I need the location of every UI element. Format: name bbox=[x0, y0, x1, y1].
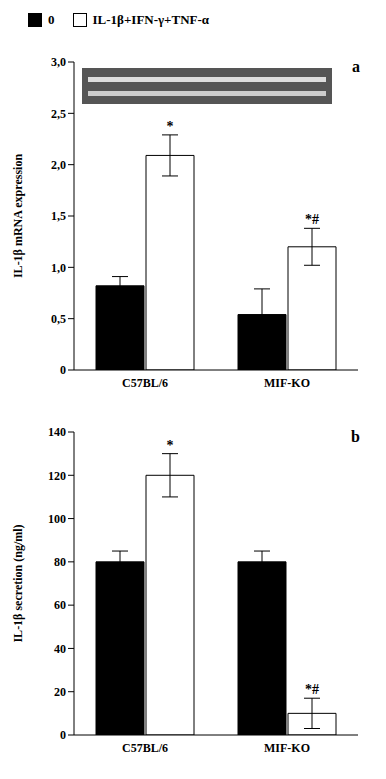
svg-text:120: 120 bbox=[48, 469, 66, 483]
svg-text:1,5: 1,5 bbox=[51, 209, 66, 223]
svg-text:0,5: 0,5 bbox=[51, 312, 66, 326]
html-text:a: a bbox=[352, 58, 360, 75]
svg-text:100: 100 bbox=[48, 512, 66, 526]
svg-text:40: 40 bbox=[54, 642, 66, 656]
svg-text:2,0: 2,0 bbox=[51, 158, 66, 172]
svg-text:IL-1β mRNA expression: IL-1β mRNA expression bbox=[11, 154, 25, 278]
svg-text:140: 140 bbox=[48, 425, 66, 439]
svg-text:3,0: 3,0 bbox=[51, 55, 66, 69]
svg-text:0: 0 bbox=[60, 728, 66, 742]
svg-text:*: * bbox=[167, 438, 174, 453]
svg-text:1,0: 1,0 bbox=[51, 261, 66, 275]
svg-text:C57BL/6: C57BL/6 bbox=[122, 741, 168, 755]
svg-text:*#: *# bbox=[305, 682, 319, 697]
svg-text:0: 0 bbox=[60, 363, 66, 377]
svg-text:20: 20 bbox=[54, 685, 66, 699]
svg-text:MIF-KO: MIF-KO bbox=[264, 376, 310, 390]
svg-text:C57BL/6: C57BL/6 bbox=[122, 376, 168, 390]
svg-text:*#: *# bbox=[305, 212, 319, 227]
html-text:IL-1β+IFN-γ+TNF-α: IL-1β+IFN-γ+TNF-α bbox=[92, 12, 210, 27]
html-text:b: b bbox=[351, 428, 360, 445]
svg-text:60: 60 bbox=[54, 598, 66, 612]
html-text:0: 0 bbox=[48, 12, 55, 27]
svg-text:IL-1β secretion (ng/ml): IL-1β secretion (ng/ml) bbox=[11, 524, 25, 642]
svg-text:*: * bbox=[167, 119, 174, 134]
svg-text:80: 80 bbox=[54, 555, 66, 569]
svg-text:2,5: 2,5 bbox=[51, 107, 66, 121]
svg-text:MIF-KO: MIF-KO bbox=[264, 741, 310, 755]
